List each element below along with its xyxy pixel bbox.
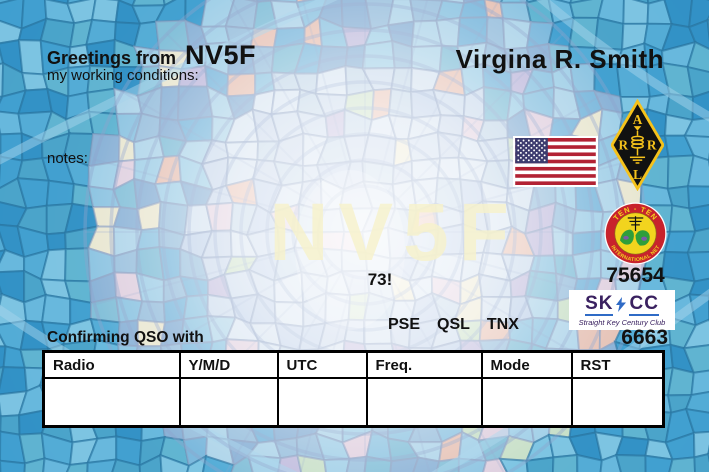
skcc-logo: SK CC Straight Key Century Club	[569, 290, 675, 330]
notes-label: notes:	[47, 150, 88, 167]
watermark-callsign: NV5F	[269, 187, 519, 278]
cell-ymd	[178, 377, 279, 428]
col-header-ymd: Y/M/D	[178, 350, 279, 379]
col-header-utc: UTC	[276, 350, 368, 379]
cell-mode	[480, 377, 573, 428]
lightning-bolt-icon	[616, 296, 627, 312]
arrl-letter-a: A	[633, 112, 643, 127]
confirming-qso-label: Confirming QSO with	[47, 329, 204, 346]
skcc-sk: SK	[585, 292, 614, 316]
col-header-freq: Freq.	[365, 350, 483, 379]
skcc-member-number: 6663	[621, 326, 668, 349]
qsl-text: QSL	[437, 316, 470, 333]
ten-ten-logo: TEN - TEN INTERNATIONAL NET	[604, 202, 667, 265]
skcc-subtitle: Straight Key Century Club	[578, 317, 666, 327]
col-header-mode: Mode	[480, 350, 573, 379]
arrl-logo: A R R L	[611, 99, 664, 191]
us-flag-image	[513, 136, 598, 187]
arrl-coil-icon	[629, 126, 646, 164]
cell-utc	[276, 377, 368, 428]
working-conditions-label: my working conditions:	[47, 67, 199, 84]
us-flag-svg	[515, 138, 596, 185]
cell-rst	[570, 377, 665, 428]
courtesy-line: PSE QSL TNX	[388, 316, 519, 334]
cell-radio	[42, 377, 181, 428]
qso-table-header-row: Radio Y/M/D UTC Freq. Mode RST	[42, 350, 665, 379]
col-header-rst: RST	[570, 350, 665, 379]
pse-text: PSE	[388, 316, 421, 333]
tnx-text: TNX	[486, 316, 519, 333]
ten-ten-member-number: 75654	[606, 264, 665, 287]
operator-name: Virgina R. Smith	[455, 44, 664, 74]
skcc-cc: CC	[629, 292, 659, 316]
greeting-prefix: Greetings from	[47, 48, 177, 68]
seventy-three-text: 73!	[367, 270, 393, 289]
qso-table: Radio Y/M/D UTC Freq. Mode RST	[42, 350, 665, 428]
cell-freq	[365, 377, 483, 428]
flag-stars	[517, 139, 546, 162]
arrl-letter-l: L	[633, 167, 642, 182]
qso-table-entry-row	[42, 377, 665, 428]
greeting-callsign: NV5F	[185, 40, 257, 70]
col-header-radio: Radio	[42, 350, 181, 379]
ten-ten-globe	[619, 229, 650, 246]
ten-ten-antenna-icon	[627, 216, 644, 231]
greeting-line: Greetings from NV5F	[47, 40, 256, 71]
arrl-letter-r-left: R	[619, 138, 629, 153]
arrl-letter-r-right: R	[647, 138, 657, 153]
